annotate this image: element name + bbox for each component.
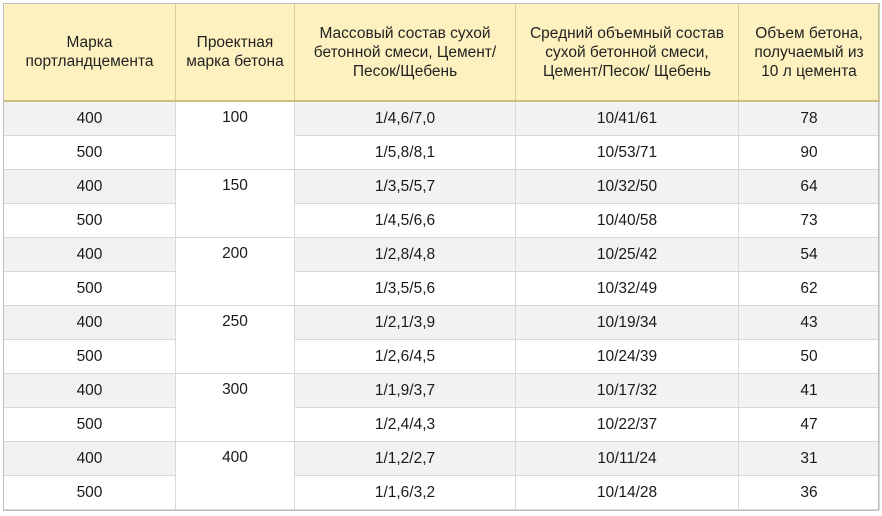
cell-concrete-yield: 43 <box>738 305 880 340</box>
cell-concrete-yield: 47 <box>738 407 880 442</box>
table-body: 400 100 1/4,6/7,0 10/41/61 78 500 1/5,8/8,1 10/… <box>3 100 880 510</box>
cell-cement-grade: 500 <box>3 203 176 238</box>
cell-concrete-yield: 64 <box>738 169 880 204</box>
cell-concrete-grade: 200 <box>175 237 295 306</box>
cell-concrete-yield: 73 <box>738 203 880 238</box>
concrete-proportions-table-container: Марка портландцемента Проектная марка бе… <box>3 3 880 511</box>
table-row: 500 1/5,8/8,1 10/53/71 90 <box>3 135 880 170</box>
header-concrete-grade: Проектная марка бетона <box>175 3 295 102</box>
cell-cement-grade: 400 <box>3 237 176 272</box>
cell-concrete-yield: 50 <box>738 339 880 374</box>
cell-mass-composition: 1/2,6/4,5 <box>294 339 516 374</box>
table-row: 500 1/2,6/4,5 10/24/39 50 <box>3 339 880 374</box>
cell-concrete-yield: 31 <box>738 441 880 476</box>
cell-mass-composition: 1/2,1/3,9 <box>294 305 516 340</box>
cell-mass-composition: 1/1,9/3,7 <box>294 373 516 408</box>
cell-volume-composition: 10/32/49 <box>515 271 739 306</box>
cell-volume-composition: 10/14/28 <box>515 475 739 510</box>
cell-cement-grade: 400 <box>3 373 176 408</box>
cell-volume-composition: 10/17/32 <box>515 373 739 408</box>
cell-mass-composition: 1/4,5/6,6 <box>294 203 516 238</box>
table-row: 400 100 1/4,6/7,0 10/41/61 78 <box>3 100 880 170</box>
table-row: 400 150 1/3,5/5,7 10/32/50 64 <box>3 169 880 238</box>
table-row: 500 1/1,6/3,2 10/14/28 36 <box>3 475 880 510</box>
header-volume-composition: Средний объемный состав сухой бетонной с… <box>515 3 739 102</box>
cell-cement-grade: 500 <box>3 407 176 442</box>
cell-mass-composition: 1/1,6/3,2 <box>294 475 516 510</box>
cell-concrete-yield: 62 <box>738 271 880 306</box>
cell-cement-grade: 500 <box>3 271 176 306</box>
header-concrete-yield: Объем бетона, получаемый из 10 л цемента <box>738 3 880 102</box>
cell-volume-composition: 10/19/34 <box>515 305 739 340</box>
cell-mass-composition: 1/5,8/8,1 <box>294 135 516 170</box>
cell-cement-grade: 400 <box>3 100 176 136</box>
cell-cement-grade: 500 <box>3 475 176 510</box>
cell-mass-composition: 1/1,2/2,7 <box>294 441 516 476</box>
cell-volume-composition: 10/32/50 <box>515 169 739 204</box>
cell-concrete-grade: 100 <box>175 100 295 170</box>
cell-mass-composition: 1/2,4/4,3 <box>294 407 516 442</box>
cell-concrete-yield: 54 <box>738 237 880 272</box>
header-mass-composition: Массовый состав сухой бетонной смеси, Це… <box>294 3 516 102</box>
cell-cement-grade: 400 <box>3 169 176 204</box>
table-header-row: Марка портландцемента Проектная марка бе… <box>3 3 880 102</box>
cell-volume-composition: 10/22/37 <box>515 407 739 442</box>
cell-concrete-grade: 400 <box>175 441 295 510</box>
table-row: 400 300 1/1,9/3,7 10/17/32 41 <box>3 373 880 442</box>
table-row: 500 1/4,5/6,6 10/40/58 73 <box>3 203 880 238</box>
cell-volume-composition: 10/25/42 <box>515 237 739 272</box>
cell-mass-composition: 1/3,5/5,6 <box>294 271 516 306</box>
cell-concrete-grade: 150 <box>175 169 295 238</box>
cell-concrete-yield: 41 <box>738 373 880 408</box>
cell-volume-composition: 10/11/24 <box>515 441 739 476</box>
table-row: 400 400 1/1,2/2,7 10/11/24 31 <box>3 441 880 510</box>
cell-concrete-yield: 36 <box>738 475 880 510</box>
header-cement-grade: Марка портландцемента <box>3 3 176 102</box>
table-row: 500 1/3,5/5,6 10/32/49 62 <box>3 271 880 306</box>
cell-mass-composition: 1/4,6/7,0 <box>294 100 516 136</box>
cell-cement-grade: 400 <box>3 441 176 476</box>
cell-concrete-yield: 78 <box>738 100 880 136</box>
cell-cement-grade: 400 <box>3 305 176 340</box>
cell-volume-composition: 10/24/39 <box>515 339 739 374</box>
cell-volume-composition: 10/41/61 <box>515 100 739 136</box>
cell-volume-composition: 10/53/71 <box>515 135 739 170</box>
cell-concrete-grade: 300 <box>175 373 295 442</box>
table-row: 400 200 1/2,8/4,8 10/25/42 54 <box>3 237 880 306</box>
cell-mass-composition: 1/2,8/4,8 <box>294 237 516 272</box>
cell-cement-grade: 500 <box>3 339 176 374</box>
concrete-proportions-table: Марка портландцемента Проектная марка бе… <box>3 3 880 510</box>
cell-cement-grade: 500 <box>3 135 176 170</box>
cell-concrete-yield: 90 <box>738 135 880 170</box>
table-row: 500 1/2,4/4,3 10/22/37 47 <box>3 407 880 442</box>
table-row: 400 250 1/2,1/3,9 10/19/34 43 <box>3 305 880 374</box>
cell-volume-composition: 10/40/58 <box>515 203 739 238</box>
cell-concrete-grade: 250 <box>175 305 295 374</box>
cell-mass-composition: 1/3,5/5,7 <box>294 169 516 204</box>
